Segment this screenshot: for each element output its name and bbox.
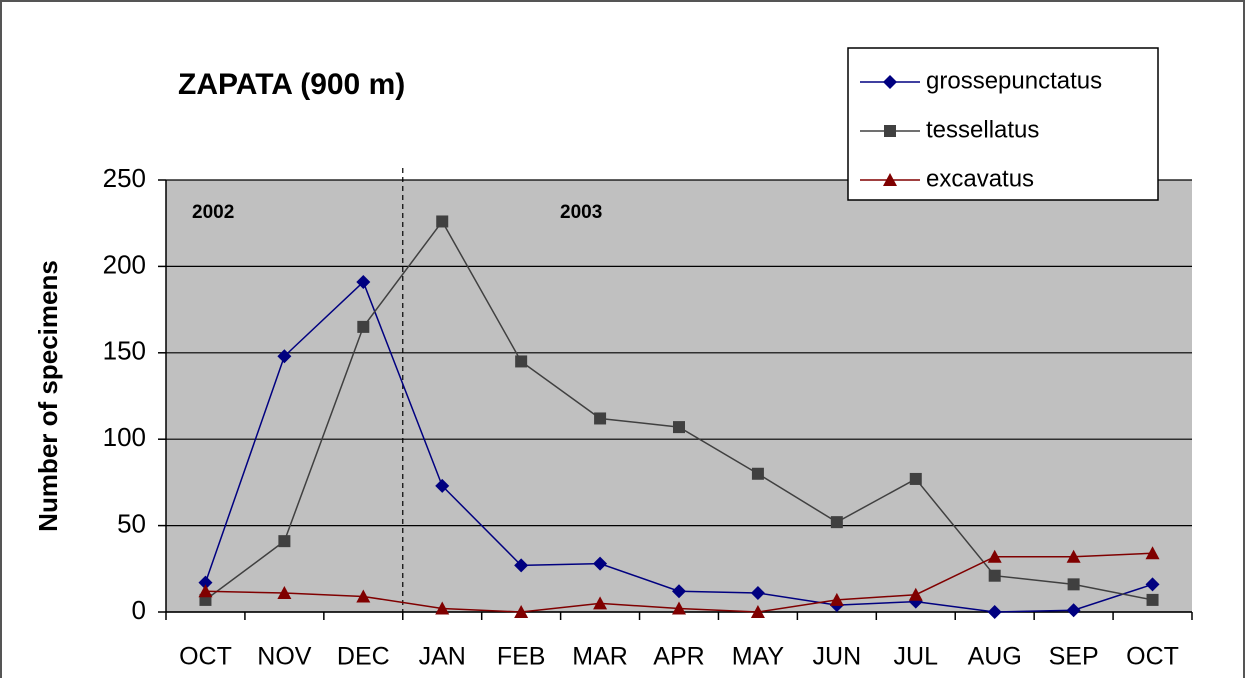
marker <box>1066 603 1081 618</box>
marker <box>277 349 292 364</box>
marker <box>830 516 843 529</box>
x-tick-label: JUL <box>894 643 939 671</box>
y-axis-label: Number of specimens <box>33 260 63 532</box>
marker <box>514 605 529 618</box>
marker <box>277 585 292 599</box>
marker <box>829 592 844 606</box>
marker <box>883 75 897 89</box>
marker <box>593 596 608 610</box>
y-tick-label: 100 <box>103 422 146 452</box>
marker <box>436 215 449 228</box>
x-tick-label: OCT <box>179 643 232 671</box>
marker <box>198 575 213 590</box>
year-label: 2002 <box>192 202 234 223</box>
legend-label: tessellatus <box>926 116 1039 143</box>
y-tick-label: 0 <box>132 595 146 625</box>
marker <box>1066 549 1081 563</box>
x-tick-label: MAY <box>732 643 785 671</box>
x-tick-label: JAN <box>419 643 466 671</box>
marker <box>356 274 371 289</box>
marker <box>593 556 608 571</box>
x-tick-label: MAR <box>572 643 628 671</box>
marker <box>883 173 897 186</box>
marker <box>750 605 765 618</box>
marker <box>672 584 686 599</box>
legend <box>847 47 1159 201</box>
marker <box>1146 593 1159 606</box>
year-label: 2003 <box>560 202 602 223</box>
chart-title: ZAPATA (900 m) <box>178 68 405 101</box>
marker <box>435 478 450 493</box>
marker <box>884 125 896 137</box>
plot-area <box>166 180 1192 612</box>
marker <box>1145 546 1160 560</box>
marker <box>987 605 1002 619</box>
x-tick-label: APR <box>653 643 704 671</box>
marker <box>673 421 685 434</box>
marker <box>750 585 765 600</box>
marker <box>198 584 213 598</box>
marker <box>357 320 370 333</box>
legend-label: grossepunctatus <box>926 67 1102 94</box>
marker <box>1145 577 1160 592</box>
x-tick-label: NOV <box>257 643 312 671</box>
marker <box>514 558 529 573</box>
marker <box>435 601 450 615</box>
marker <box>909 472 922 485</box>
legend-label: excavatus <box>926 165 1034 192</box>
marker <box>908 587 923 601</box>
marker <box>594 412 607 425</box>
marker <box>278 535 291 548</box>
marker <box>988 569 1001 582</box>
y-tick-label: 200 <box>103 249 146 279</box>
marker <box>356 589 371 603</box>
marker <box>987 549 1002 563</box>
y-tick-label: 150 <box>103 336 146 366</box>
marker <box>1067 578 1080 591</box>
marker <box>672 601 686 615</box>
x-tick-label: SEP <box>1049 643 1099 671</box>
y-tick-label: 50 <box>117 508 146 538</box>
x-tick-label: AUG <box>968 643 1022 671</box>
y-tick-label: 250 <box>103 163 146 193</box>
x-tick-label: FEB <box>497 643 546 671</box>
marker <box>751 467 764 480</box>
marker <box>515 355 528 368</box>
x-tick-label: OCT <box>1126 643 1179 671</box>
x-tick-label: JUN <box>813 643 862 671</box>
x-tick-label: DEC <box>337 643 390 671</box>
